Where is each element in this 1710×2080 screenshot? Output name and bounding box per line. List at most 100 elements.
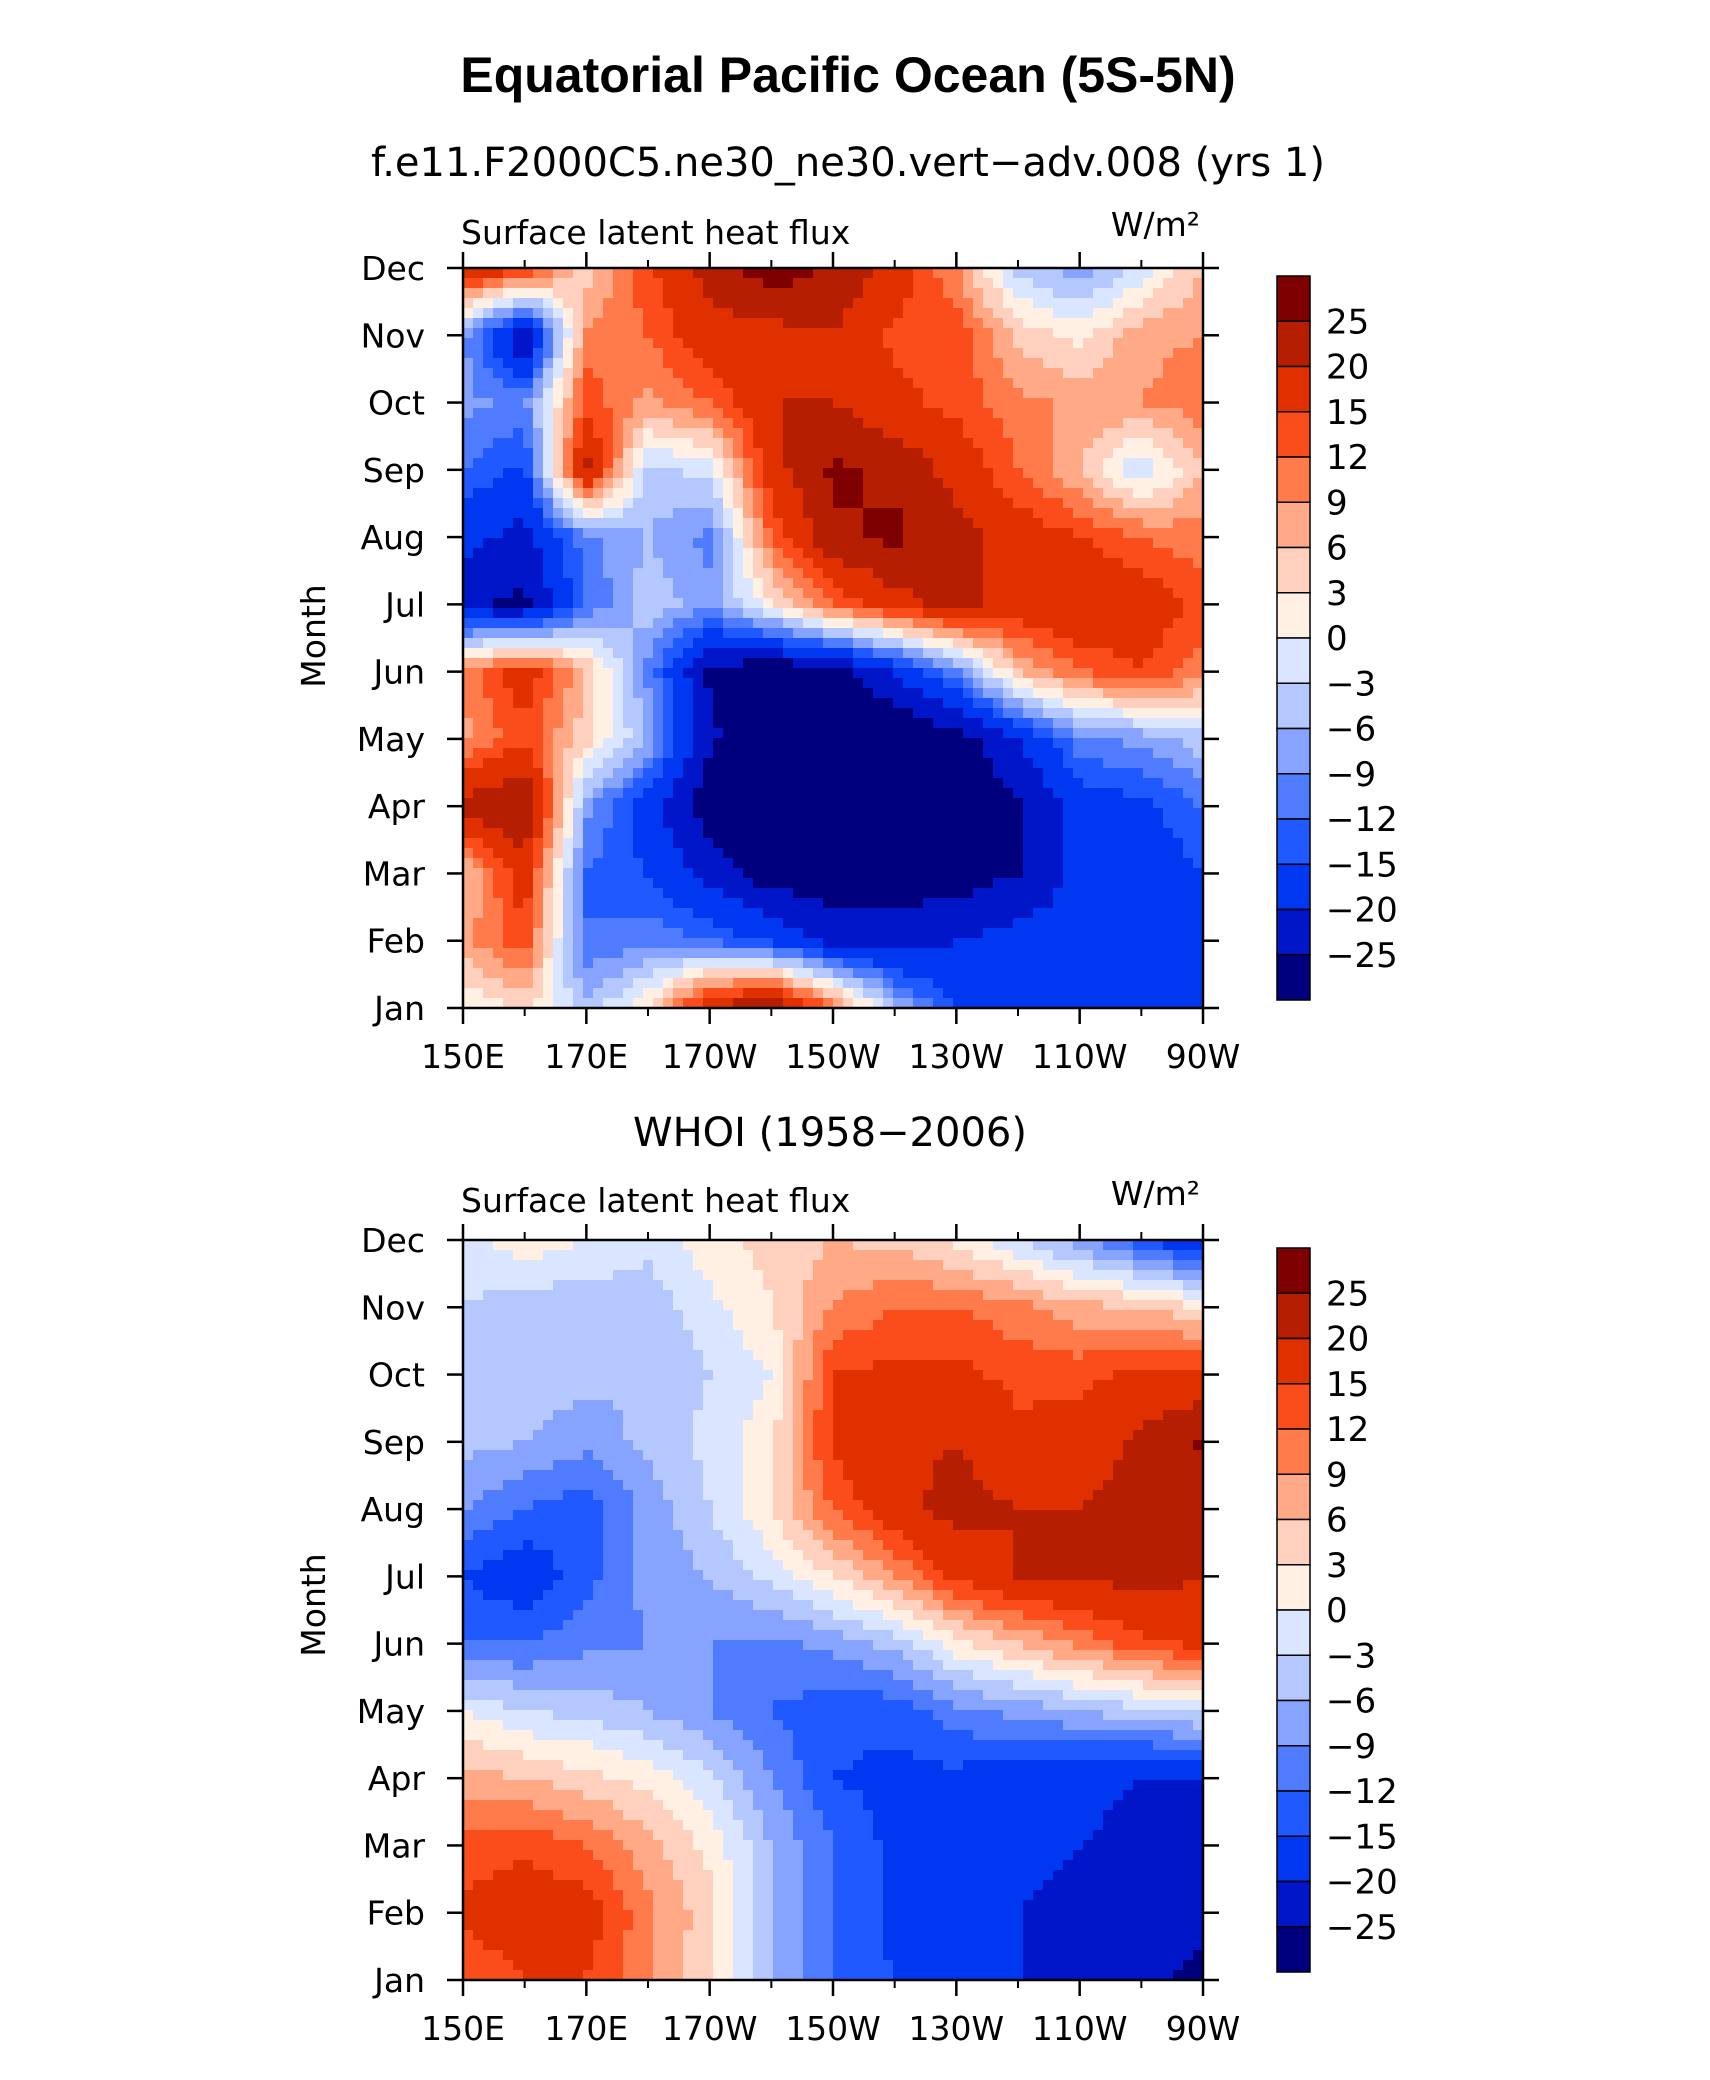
heatmap-cell (663, 528, 674, 539)
heatmap-cell (1123, 838, 1134, 849)
heatmap-cell (503, 868, 514, 879)
heatmap-cell (483, 508, 494, 519)
heatmap-cell (1013, 588, 1024, 599)
heatmap-cell (503, 328, 514, 339)
heatmap-cell (833, 268, 844, 279)
heatmap-cell (1103, 908, 1114, 919)
heatmap-cell (883, 898, 894, 909)
heatmap-cell (1013, 408, 1024, 419)
heatmap-cell (1093, 818, 1104, 829)
heatmap-cell (1133, 928, 1144, 939)
heatmap-cell (1053, 718, 1064, 729)
heatmap-cell (463, 758, 474, 769)
heatmap-cell (853, 738, 864, 749)
heatmap-cell (1003, 318, 1014, 329)
heatmap-cell (583, 898, 594, 909)
heatmap-cell (853, 448, 864, 459)
heatmap-cell (893, 558, 904, 569)
heatmap-cell (1013, 328, 1024, 339)
heatmap-cell (1173, 698, 1184, 709)
heatmap-cell (843, 838, 854, 849)
heatmap-cell (463, 478, 474, 489)
heatmap-cell (1043, 478, 1054, 489)
heatmap-cell (543, 678, 554, 689)
heatmap-cell (623, 368, 634, 379)
heatmap-cell (1063, 728, 1074, 739)
heatmap-cell (1193, 718, 1204, 729)
heatmap-cell (793, 938, 804, 949)
heatmap-cell (963, 558, 974, 569)
heatmap-cell (1113, 648, 1124, 659)
heatmap-cell (573, 468, 584, 479)
heatmap-cell (913, 768, 924, 779)
heatmap-cell (663, 678, 674, 689)
heatmap-cell (1153, 308, 1164, 319)
heatmap-cell (463, 448, 474, 459)
heatmap-cell (513, 728, 524, 739)
heatmap-cell (1163, 678, 1174, 689)
heatmap-cell (783, 718, 794, 729)
heatmap-cell (1103, 358, 1114, 369)
heatmap-cell (573, 558, 584, 569)
heatmap-cell (1033, 478, 1044, 489)
heatmap-cell (1123, 368, 1134, 379)
heatmap-cell (653, 798, 664, 809)
heatmap-cell (973, 438, 984, 449)
heatmap-cell (1093, 308, 1104, 319)
heatmap-cell (993, 268, 1004, 279)
heatmap-cell (653, 648, 664, 659)
heatmap-cell (493, 718, 504, 729)
heatmap-cell (1133, 528, 1144, 539)
heatmap-cell (1153, 628, 1164, 639)
heatmap-cell (913, 338, 924, 349)
heatmap-cell (1133, 718, 1144, 729)
heatmap-cell (1043, 408, 1054, 419)
heatmap-cell (793, 448, 804, 459)
heatmap-cell (843, 358, 854, 369)
heatmap-cell (1193, 858, 1204, 869)
heatmap-cell (733, 808, 744, 819)
heatmap-cell (823, 728, 834, 739)
heatmap-cell (1143, 708, 1154, 719)
heatmap-cell (773, 508, 784, 519)
heatmap-cell (1033, 788, 1044, 799)
heatmap-cell (793, 478, 804, 489)
heatmap-cell (813, 918, 824, 929)
heatmap-cell (873, 438, 884, 449)
heatmap-cell (493, 568, 504, 579)
heatmap-cell (583, 848, 594, 859)
heatmap-cell (923, 468, 934, 479)
heatmap-cell (833, 788, 844, 799)
heatmap-cell (1093, 838, 1104, 849)
heatmap-cell (943, 538, 954, 549)
heatmap-cell (1143, 588, 1154, 599)
heatmap-cell (963, 748, 974, 759)
heatmap-cell (1183, 638, 1194, 649)
heatmap-cell (1113, 668, 1124, 679)
heatmap-cell (533, 268, 544, 279)
heatmap-cell (693, 748, 704, 759)
heatmap-cell (553, 268, 564, 279)
heatmap-cell (1183, 378, 1194, 389)
heatmap-cell (493, 358, 504, 369)
heatmap-cell (843, 578, 854, 589)
heatmap-cell (623, 638, 634, 649)
heatmap-cell (663, 858, 674, 869)
heatmap-cell (713, 478, 724, 489)
heatmap-cell (583, 518, 594, 529)
heatmap-cell (963, 528, 974, 539)
heatmap-cell (863, 458, 874, 469)
heatmap-cell (1133, 648, 1144, 659)
heatmap-cell (1043, 328, 1054, 339)
heatmap-cell (943, 738, 954, 749)
heatmap-cell (763, 418, 774, 429)
heatmap-cell (753, 678, 764, 689)
heatmap-cell (653, 388, 664, 399)
heatmap-cell (1023, 738, 1034, 749)
heatmap-cell (843, 398, 854, 409)
heatmap-cell (633, 388, 644, 399)
heatmap-cell (913, 518, 924, 529)
heatmap-cell (953, 378, 964, 389)
heatmap-cell (913, 508, 924, 519)
heatmap-cell (783, 838, 794, 849)
